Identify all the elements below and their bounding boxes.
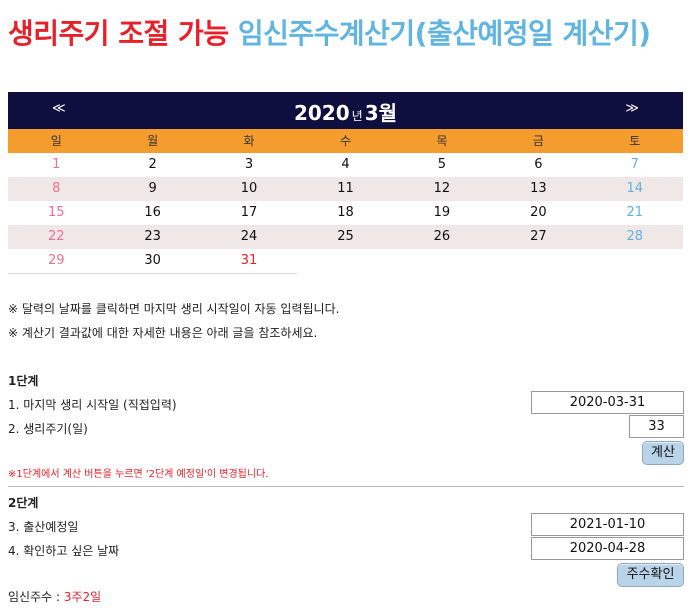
step1-heading: 1단계 (8, 374, 39, 388)
title-part2: 임신주수계산기(출산예정일 계산기) (237, 17, 651, 50)
weekday-sat: 토 (629, 134, 641, 148)
weekday-header-row: 일 월 화 수 목 금 토 (8, 129, 683, 153)
weekday-sun: 일 (50, 134, 62, 148)
result-value: 3주2일 (63, 590, 102, 604)
calendar-day[interactable]: 2 (148, 157, 157, 172)
page-title: 생리주기 조절 가능 임신주수계산기(출산예정일 계산기) (8, 12, 651, 52)
calendar-year-unit: 년 (351, 109, 363, 123)
calendar-day[interactable]: 15 (47, 205, 65, 220)
note-line: ※ 달력의 날짜를 클릭하면 마지막 생리 시작일이 자동 입력됩니다. (8, 302, 340, 316)
calendar-day[interactable]: 11 (337, 181, 354, 196)
last-period-input[interactable] (531, 391, 684, 414)
calendar-day[interactable]: 29 (47, 253, 65, 268)
calendar-day[interactable]: 12 (433, 181, 451, 196)
calendar-day[interactable]: 23 (144, 229, 161, 244)
calendar-day[interactable]: 5 (437, 157, 447, 172)
weekday-thu: 목 (436, 134, 448, 148)
calendar-day[interactable]: 25 (337, 229, 354, 244)
weekday-fri: 금 (532, 134, 544, 148)
calendar-year: 2020 (293, 101, 350, 125)
calendar-day[interactable]: 1 (52, 157, 61, 172)
calendar-day[interactable]: 17 (240, 205, 258, 220)
week-check-button[interactable]: 주수확인 (617, 563, 684, 587)
weekday-tue: 화 (243, 134, 255, 148)
calendar-day[interactable]: 16 (144, 205, 161, 220)
calendar-day[interactable]: 18 (337, 205, 354, 220)
title-part1: 생리주기 조절 가능 (8, 17, 229, 50)
note-line: ※ 계산기 결과값에 대한 자세한 내용은 아래 글을 참조하세요. (8, 326, 318, 340)
due-date-input[interactable] (531, 513, 684, 536)
prev-month-button[interactable]: ≪ (52, 101, 66, 116)
calendar-day[interactable]: 14 (626, 181, 644, 196)
calendar-week-5: 29 30 31 (8, 249, 297, 274)
calendar-day[interactable]: 22 (47, 229, 65, 244)
calendar-week-2: 8 9 10 11 12 13 14 (8, 177, 683, 201)
calendar-day[interactable]: 21 (626, 205, 644, 220)
weekday-wed: 수 (339, 134, 352, 148)
last-period-label: 1. 마지막 생리 시작일 (직접입력) (8, 398, 177, 412)
calendar-day[interactable]: 4 (341, 157, 350, 172)
pregnancy-week-result: 임신주수 : 3주2일 (8, 588, 101, 605)
step1-warning: ※1단계에서 계산 버튼을 누르면 '2단계 예정일'이 변경됩니다. (8, 469, 269, 480)
calendar-day[interactable]: 28 (626, 229, 644, 244)
calendar-day[interactable]: 3 (244, 157, 254, 172)
calendar-day[interactable]: 7 (630, 157, 639, 172)
calendar-week-3: 15 16 17 18 19 20 21 (8, 201, 683, 225)
calendar-header: ≪ 2020 년 3월 ≫ (8, 92, 683, 129)
calendar-week-4: 22 23 24 25 26 27 28 (8, 225, 683, 249)
check-date-label: 4. 확인하고 싶은 날짜 (8, 544, 120, 558)
check-date-input[interactable] (531, 537, 684, 560)
calendar-day[interactable]: 24 (240, 229, 258, 244)
calendar-month-title: 2020 년 3월 (8, 97, 683, 126)
calendar-day[interactable]: 13 (530, 181, 547, 196)
due-date-label: 3. 출산예정일 (8, 520, 79, 534)
calendar-day[interactable]: 8 (52, 181, 61, 196)
calendar-day-selected[interactable]: 31 (240, 253, 258, 268)
cycle-input[interactable] (629, 415, 684, 438)
calendar: ≪ 2020 년 3월 ≫ 일 월 화 수 목 금 토 1 2 3 4 5 6 7 … (8, 92, 683, 274)
calendar-day[interactable]: 9 (148, 181, 157, 196)
calendar-week-1: 1 2 3 4 5 6 7 (8, 153, 683, 177)
calendar-day[interactable]: 6 (534, 157, 543, 172)
calendar-day[interactable]: 27 (530, 229, 547, 244)
calendar-day[interactable]: 19 (433, 205, 451, 220)
calendar-day[interactable]: 30 (144, 253, 161, 268)
next-month-button[interactable]: ≫ (625, 101, 639, 116)
instruction-notes: ※ 달력의 날짜를 클릭하면 마지막 생리 시작일이 자동 입력됩니다. ※ 계… (8, 297, 339, 345)
calendar-month: 3월 (364, 101, 398, 125)
calendar-day[interactable]: 20 (530, 205, 547, 220)
calendar-day[interactable]: 26 (433, 229, 451, 244)
cycle-label: 2. 생리주기(일) (8, 422, 88, 436)
calculate-button[interactable]: 계산 (642, 441, 684, 465)
weekday-mon: 월 (147, 134, 159, 148)
section-divider (8, 486, 684, 487)
calendar-day[interactable]: 10 (240, 181, 258, 196)
step2-heading: 2단계 (8, 496, 39, 510)
result-label: 임신주수 : (8, 590, 64, 604)
